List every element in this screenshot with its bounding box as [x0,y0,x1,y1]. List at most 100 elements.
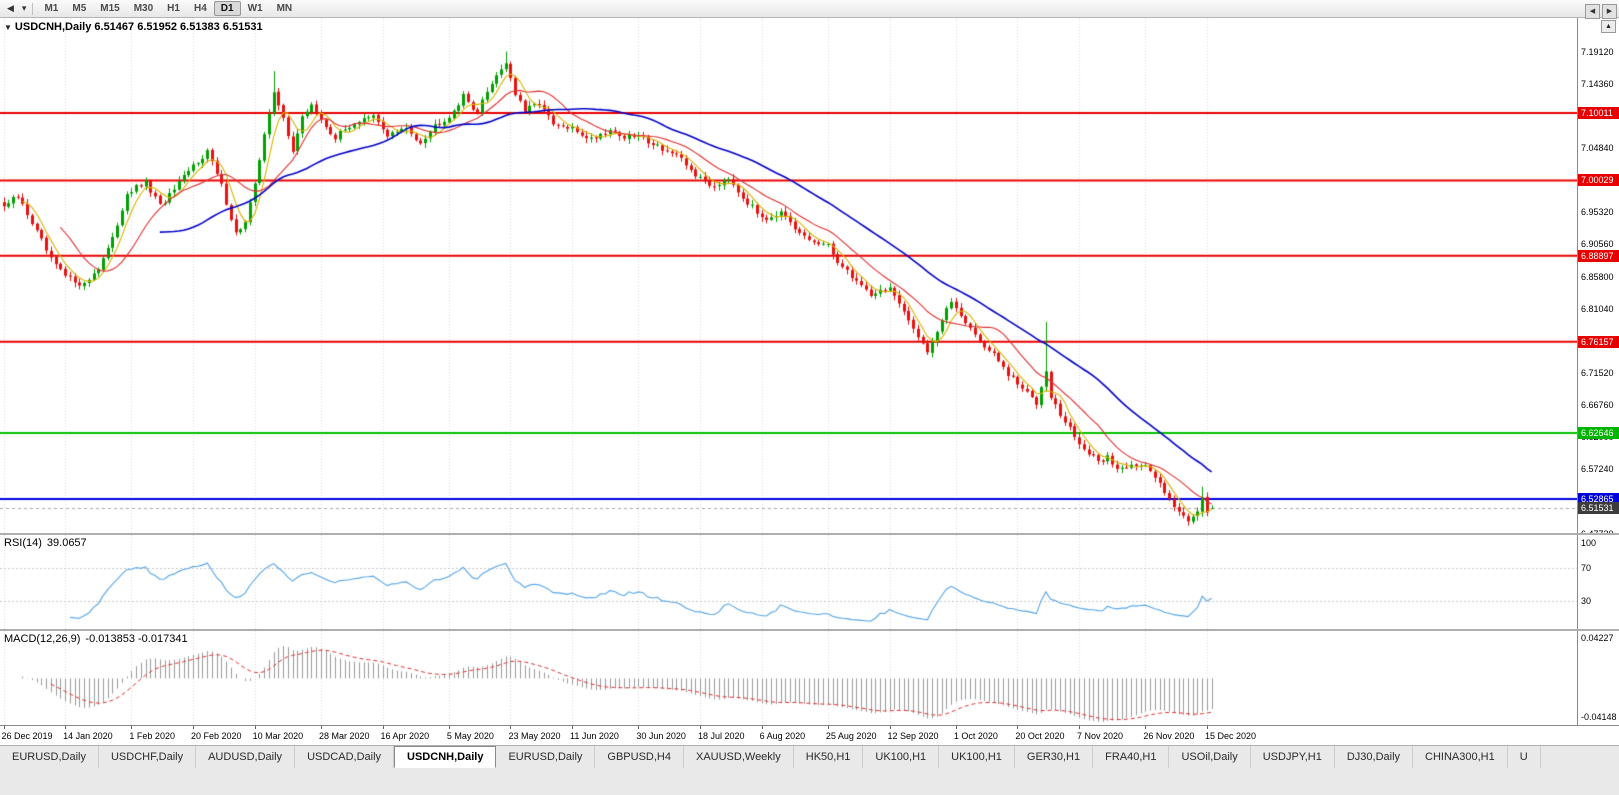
date-label: 28 Mar 2020 [318,731,370,741]
price-tick-label: 6.95320 [1581,207,1614,218]
date-label: 26 Dec 2019 [1,731,53,741]
price-tick-label: 6.71520 [1581,367,1614,378]
date-tick [510,726,512,729]
rsi-level-label: 100 [1581,538,1597,548]
date-tick [320,726,322,729]
tab-gbpusd-h4[interactable]: GBPUSD,H4 [595,746,684,768]
rsi-axis[interactable]: 100 70 30 [1577,535,1619,629]
price-tick-label: 6.66760 [1581,400,1614,411]
date-tick [254,726,256,729]
tab-china300-h1[interactable]: CHINA300,H1 [1413,746,1508,768]
window-marker-icon: ▼ [4,23,12,32]
date-tick [761,726,763,729]
rsi-panel: RSI(14) 39.0657 100 70 30 [0,535,1619,629]
date-tick [699,726,701,729]
timeframe-button-m15[interactable]: M15 [100,3,120,14]
date-tick [448,726,450,729]
date-label: 15 Dec 2020 [1204,731,1256,741]
timeframe-button-m30[interactable]: M30 [133,3,154,14]
tab-uk100-h1[interactable]: UK100,H1 [863,746,940,768]
date-label: 26 Nov 2020 [1143,731,1195,741]
tab-xauusd-weekly[interactable]: XAUUSD,Weekly [684,746,794,768]
timeframe-button-h1[interactable]: H1 [167,3,180,14]
date-label: 20 Feb 2020 [191,731,242,741]
macd-label: MACD(12,26,9) -0.013853 -0.017341 [4,633,193,645]
date-label: 16 Apr 2020 [380,731,430,741]
tab-u[interactable]: U [1508,746,1541,768]
date-axis[interactable]: 26 Dec 2019 14 Jan 2020 1 Feb 2020 20 Feb 2… [0,725,1619,745]
tab-usdchf-daily[interactable]: USDCHF,Daily [99,746,197,768]
chart-tab-bar: EURUSD,Daily USDCHF,Daily AUDUSD,Daily USDC… [0,745,1619,768]
rsi-name: RSI(14) [4,537,42,549]
tab-usoil-daily[interactable]: USOil,Daily [1169,746,1251,768]
price-line-tag: 7.10011 [1578,107,1619,120]
tab-scroll-right-button[interactable]: ▶ [1602,4,1617,19]
timeframe-button-m1[interactable]: M1 [44,3,59,14]
price-tick-label: 7.19120 [1581,46,1614,57]
price-line-tag: 6.76157 [1578,335,1619,348]
price-tick-label: 7.04840 [1581,142,1614,153]
date-tick [131,726,133,729]
scroll-up-button[interactable]: ▲ [1601,20,1616,33]
timeframe-button-w1[interactable]: W1 [247,3,263,14]
price-tick-label: 6.85800 [1581,271,1614,282]
macd-axis-bottom-label: -0.04148 [1581,712,1617,722]
price-tick-label: 7.14360 [1581,78,1614,89]
tab-ger30-h1[interactable]: GER30,H1 [1015,746,1094,768]
rsi-level-label: 30 [1581,596,1592,607]
timeframe-button-mn[interactable]: MN [276,3,293,14]
timeframe-button-h4[interactable]: H4 [193,3,207,14]
tab-uk100-h1[interactable]: UK100,H1 [939,746,1015,768]
price-axis[interactable]: ▲ 7.191207.143607.096007.048407.000806.9… [1577,18,1619,539]
date-label: 14 Jan 2020 [63,731,113,741]
date-tick [382,726,384,729]
tab-hk50-h1[interactable]: HK50,H1 [794,746,864,768]
panel-divider[interactable] [0,533,1619,535]
price-chart-panel: ▼ USDCNH,Daily 6.51467 6.51952 6.51383 6.… [0,18,1619,539]
rsi-canvas[interactable] [0,535,1577,629]
date-label: 25 Aug 2020 [825,731,877,741]
tab-audusd-daily[interactable]: AUDUSD,Daily [196,746,296,768]
rsi-label: RSI(14) 39.0657 [4,537,92,549]
date-label: 5 May 2020 [446,731,494,741]
tab-scroll-left-button[interactable]: ◀ [1585,4,1600,19]
date-label: 23 May 2020 [508,731,561,741]
tab-dj30-daily[interactable]: DJ30,Daily [1335,746,1414,768]
tab-usdcnh-daily[interactable]: USDCNH,Daily [394,746,497,768]
price-line-tag: 6.52865 [1578,492,1619,505]
timeframe-button-m5[interactable]: M5 [72,3,87,14]
date-label: 30 Jun 2020 [636,731,686,741]
price-chart-canvas[interactable] [0,18,1577,533]
date-tick [3,726,5,729]
date-tick [1206,726,1208,729]
price-line-tag: 6.62646 [1578,426,1619,439]
ohlc-values: 6.51467 6.51952 6.51383 6.51531 [94,21,263,33]
date-tick [827,726,829,729]
date-label: 7 Nov 2020 [1077,731,1124,741]
date-label: 6 Aug 2020 [759,731,806,741]
tab-usdjpy-h1[interactable]: USDJPY,H1 [1251,746,1335,768]
price-line-tag: 6.88897 [1578,249,1619,262]
date-label: 1 Oct 2020 [953,731,998,741]
tab-eurusd-daily[interactable]: EURUSD,Daily [496,746,596,768]
price-line-tag: 7.00029 [1578,174,1619,187]
caret-icon[interactable]: ▾ [21,3,27,13]
date-tick [65,726,67,729]
date-tick [572,726,574,729]
panel-divider[interactable] [0,629,1619,631]
timeframe-toolbar: ◀ ▾ M1 M5 M15 M30 H1 H4 D1 W1 MN [0,0,1619,18]
symbol-period-label: USDCNH,Daily [14,21,92,33]
macd-axis[interactable]: 0.04227 -0.04148 [1577,631,1619,725]
tab-usdcad-daily[interactable]: USDCAD,Daily [295,746,395,768]
price-tick-label: 6.81040 [1581,303,1614,314]
status-strip [0,768,1619,795]
date-label: 1 Feb 2020 [129,731,175,741]
date-label: 12 Sep 2020 [887,731,939,741]
macd-canvas[interactable] [0,631,1577,725]
tab-eurusd-daily[interactable]: EURUSD,Daily [0,746,99,768]
date-label: 20 Oct 2020 [1015,731,1065,741]
tab-fra40-h1[interactable]: FRA40,H1 [1093,746,1170,768]
timeframe-button-d1[interactable]: D1 [213,1,241,16]
chart-arrow-icon[interactable]: ◀ [7,3,14,13]
